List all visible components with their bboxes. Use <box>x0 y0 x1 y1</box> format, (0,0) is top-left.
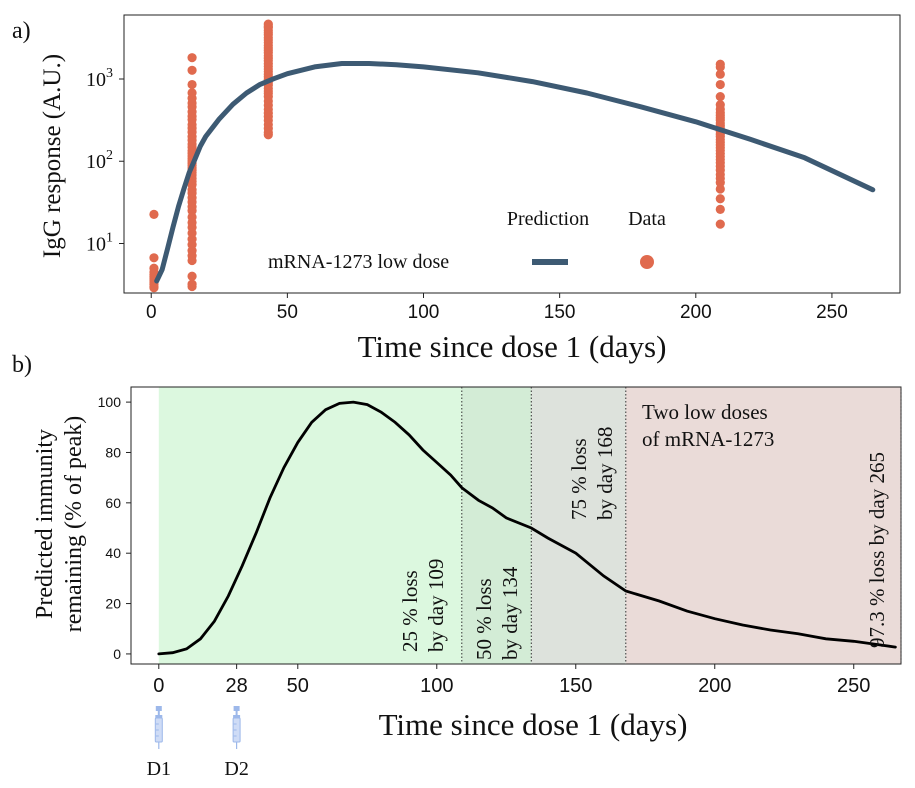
data-point <box>715 184 725 194</box>
panel-a-label: a) <box>12 18 31 44</box>
annotation-75-line-2: by day 168 <box>593 427 617 520</box>
data-point <box>715 62 725 72</box>
data-point <box>715 177 725 188</box>
data-point <box>263 130 273 140</box>
data-point <box>187 281 197 292</box>
annotation-doses-line-2: of mRNA-1273 <box>642 427 774 451</box>
data-point <box>187 255 197 266</box>
panel-a-legend: Prediction Data mRNA-1273 low dose <box>268 208 666 273</box>
legend-row-label: mRNA-1273 low dose <box>268 251 449 273</box>
y-tick-label: 103 <box>86 66 113 91</box>
y-tick-label: 101 <box>86 230 113 255</box>
y-label-line-1: Predicted immunity <box>32 429 58 619</box>
annotation-97-line-1: 97.3 % loss by day 265 <box>865 452 889 648</box>
panel-b-y-axis-label: Predicted immunity remaining (% of peak) <box>32 416 87 633</box>
data-point <box>187 65 197 75</box>
annotation-50-line-2: by day 134 <box>498 566 522 660</box>
shaded-region <box>158 387 462 664</box>
annotation-50-loss: 50 % loss by day 134 <box>472 566 522 660</box>
y-tick-label: 80 <box>105 444 121 460</box>
annotation-75-loss: 75 % loss by day 168 <box>567 427 617 520</box>
dose-1: D1 <box>147 706 171 780</box>
panel-b-dotted-lines <box>461 387 902 664</box>
panel-b-immunity-curve <box>157 400 897 656</box>
x-tick-label: 150 <box>559 675 592 697</box>
x-tick-label: 50 <box>287 675 309 697</box>
annotation-25-line-1: 25 % loss <box>398 570 422 652</box>
shaded-region <box>461 387 532 664</box>
shaded-region <box>625 387 901 664</box>
x-tick-label: 50 <box>277 302 298 323</box>
panel-b-x-axis-label: Time since dose 1 (days) <box>379 707 688 742</box>
data-point <box>149 283 159 293</box>
y-tick-label: 100 <box>98 394 122 410</box>
data-point <box>715 69 725 79</box>
panel-a-y-axis-label: IgG response (A.U.) <box>39 54 66 258</box>
panel-b: b) Predicted immunity remaining (% of pe… <box>12 352 902 780</box>
y-tick-label: 60 <box>105 495 121 511</box>
dose-1-label: D1 <box>147 758 171 780</box>
annotation-50-line-1: 50 % loss <box>472 578 496 660</box>
x-tick-label: 200 <box>698 675 731 697</box>
data-point <box>187 53 197 63</box>
data-point <box>149 209 159 219</box>
panel-a-x-axis-label: Time since dose 1 (days) <box>358 329 667 364</box>
panel-b-label: b) <box>12 352 32 378</box>
legend-prediction-header: Prediction <box>507 208 589 230</box>
y-label-line-2: remaining (% of peak) <box>61 416 87 633</box>
x-tick-label: 28 <box>226 675 248 697</box>
panel-b-y-ticks: 0 20 40 60 80 100 <box>98 394 131 662</box>
data-point <box>715 194 725 204</box>
data-point <box>715 79 725 90</box>
data-point <box>149 253 159 263</box>
shaded-region <box>531 387 626 664</box>
annotation-75-line-1: 75 % loss <box>567 438 591 520</box>
panel-b-regions <box>158 387 901 664</box>
legend-data-header: Data <box>628 208 666 230</box>
annotation-doses-line-1: Two low doses <box>642 400 768 424</box>
panel-a-plot-area <box>123 14 901 294</box>
x-tick-label: 100 <box>408 302 440 323</box>
panel-a-x-ticks: 0 50 100 150 200 250 <box>146 293 848 323</box>
annotation-97-loss: 97.3 % loss by day 265 <box>865 452 889 648</box>
x-tick-label: 150 <box>544 302 576 323</box>
annotation-two-low-doses: Two low doses of mRNA-1273 <box>642 400 774 451</box>
y-tick-label: 20 <box>105 596 121 612</box>
annotation-25-line-2: by day 109 <box>424 559 448 652</box>
legend-data-swatch <box>640 255 654 269</box>
y-tick-label: 102 <box>86 148 113 173</box>
x-tick-label: 0 <box>153 675 164 697</box>
syringe-icon <box>154 706 163 749</box>
x-tick-label: 200 <box>680 302 712 323</box>
data-point <box>715 91 725 102</box>
dose-2-label: D2 <box>224 758 248 780</box>
data-point <box>715 204 725 214</box>
dose-2: D2 <box>224 706 249 780</box>
y-tick-label: 0 <box>113 646 121 662</box>
data-point <box>187 79 197 90</box>
panel-b-plot-area <box>130 386 902 665</box>
x-tick-label: 250 <box>837 675 870 697</box>
x-tick-label: 100 <box>420 675 453 697</box>
data-point <box>187 271 197 281</box>
panel-a-prediction-curve <box>154 61 876 284</box>
data-point <box>715 219 725 229</box>
panel-b-x-ticks: 0 28 50 100 150 200 250 <box>153 664 870 697</box>
syringe-icon <box>232 706 241 749</box>
y-tick-label: 40 <box>105 545 121 561</box>
x-tick-label: 250 <box>816 302 848 323</box>
x-tick-label: 0 <box>146 302 157 323</box>
panel-a: a) IgG response (A.U.) Time since dose 1… <box>12 14 901 364</box>
annotation-25-loss: 25 % loss by day 109 <box>398 559 448 652</box>
panel-a-y-ticks: 101 102 103 <box>86 66 124 255</box>
